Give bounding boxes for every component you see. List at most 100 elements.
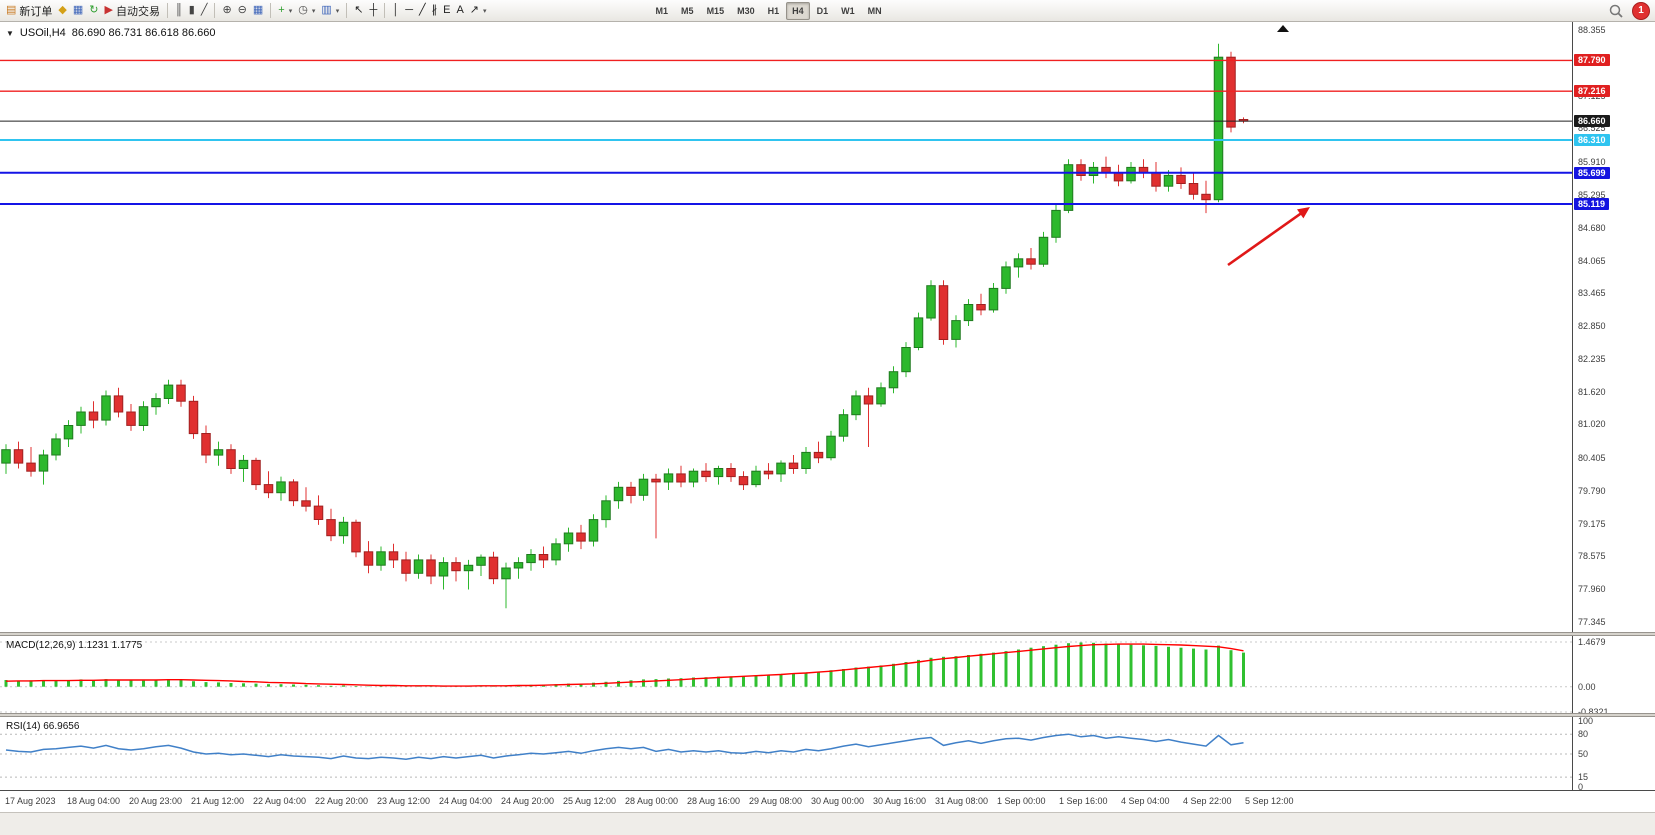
- timeframe-m1[interactable]: M1: [655, 5, 669, 16]
- timeframe-m5[interactable]: M5: [681, 5, 694, 16]
- candles-layer: [1, 43, 1249, 609]
- periods-button[interactable]: ◷ ▾: [295, 2, 318, 20]
- candle-body: [288, 481, 299, 502]
- candle-body: [1113, 172, 1124, 182]
- candle-body: [576, 532, 586, 542]
- candle-body: [313, 505, 324, 521]
- data-window-icon: ▦: [72, 4, 84, 16]
- candle-body: [238, 459, 249, 469]
- price-tick: 81.620: [1578, 387, 1606, 398]
- time-label: 25 Aug 12:00: [563, 796, 617, 806]
- time-label: 28 Aug 16:00: [687, 796, 741, 806]
- timeframe-w1[interactable]: W1: [841, 5, 855, 16]
- zoom-in-button[interactable]: ⊕: [219, 2, 234, 20]
- annotation-arrow-head: [1297, 207, 1310, 219]
- timeframe-h4[interactable]: H4: [786, 1, 810, 20]
- price-tick: 86.525: [1578, 123, 1606, 134]
- timeframe-m15[interactable]: M15: [706, 5, 725, 16]
- annotation-arrow-line[interactable]: [1227, 211, 1304, 267]
- indicators-button[interactable]: + ▾: [275, 2, 295, 20]
- candle-body: [763, 470, 774, 475]
- time-label: 30 Aug 00:00: [811, 796, 865, 806]
- templates-button[interactable]: ▥ ▾: [318, 2, 342, 20]
- candle-body: [1026, 258, 1036, 265]
- text-icon: A: [456, 4, 464, 16]
- fibonacci-button[interactable]: E: [440, 2, 453, 20]
- candle-body: [1213, 56, 1224, 201]
- bar-chart-icon: ║: [174, 4, 183, 16]
- autotrade-button[interactable]: ▶ 自动交易: [102, 2, 163, 20]
- candle-body: [913, 317, 924, 348]
- timeframe-mn[interactable]: MN: [867, 5, 882, 16]
- candle-body: [1088, 166, 1099, 176]
- candle-body: [701, 470, 711, 478]
- candle-body: [201, 433, 211, 456]
- timeframe-d1[interactable]: D1: [816, 5, 829, 16]
- data-window-button[interactable]: ▦: [70, 2, 86, 20]
- price-axis[interactable]: 88.35587.12586.52585.91085.29584.68084.0…: [1572, 22, 1655, 792]
- search-button[interactable]: [1606, 2, 1626, 20]
- horizontal-line-button[interactable]: ─: [402, 2, 416, 20]
- panel-divider-macd[interactable]: [0, 632, 1655, 636]
- time-label: 20 Aug 23:00: [129, 796, 183, 806]
- price-tick: 82.850: [1578, 321, 1606, 331]
- market-watch-button[interactable]: ◆: [55, 2, 69, 20]
- refresh-button[interactable]: ↻: [86, 2, 101, 20]
- new-order-button-label: 新订单: [19, 5, 53, 18]
- candle-body: [938, 285, 949, 341]
- panel-divider-rsi[interactable]: [0, 713, 1655, 717]
- price-badge-86.660: 86.660: [1574, 115, 1610, 128]
- candle-body: [513, 562, 524, 569]
- candle-body: [888, 371, 899, 389]
- time-label: 24 Aug 04:00: [439, 796, 493, 806]
- candle-body: [1013, 258, 1024, 268]
- toolbar-separator: [270, 3, 272, 18]
- price-tick: 82.235: [1578, 354, 1606, 365]
- timeframe-h1[interactable]: H1: [767, 5, 780, 16]
- main-chart[interactable]: [0, 22, 1572, 632]
- new-order-button[interactable]: ▤ 新订单: [3, 2, 55, 20]
- cursor-button[interactable]: ↖: [351, 2, 366, 20]
- candle-body: [13, 449, 24, 464]
- time-label: 21 Aug 12:00: [191, 796, 245, 806]
- candle-body: [663, 473, 674, 483]
- macd-panel[interactable]: [0, 636, 1572, 713]
- candle-body: [651, 478, 661, 483]
- candle-body: [688, 470, 699, 483]
- arrow-tools-button[interactable]: ↗ ▾: [467, 2, 490, 20]
- candle-body: [1151, 172, 1161, 187]
- search-icon: [1609, 4, 1623, 18]
- candlestick-chart-button[interactable]: ▮: [186, 2, 198, 20]
- vertical-line-button[interactable]: │: [389, 2, 402, 20]
- dropdown-caret-icon: ▾: [311, 7, 316, 15]
- candle-body: [451, 562, 461, 572]
- macd-signal-line: [5, 643, 1244, 687]
- timeframe-m30[interactable]: M30: [737, 5, 755, 16]
- line-chart-button[interactable]: ╱: [198, 2, 211, 20]
- channel-button[interactable]: ∦: [429, 2, 441, 20]
- chevron-down-icon[interactable]: ▼: [6, 28, 14, 38]
- notification-badge[interactable]: 1: [1632, 1, 1650, 20]
- candle-body: [813, 451, 824, 459]
- text-button[interactable]: A: [453, 2, 466, 20]
- zoom-out-button[interactable]: ⊖: [235, 2, 250, 20]
- candle-body: [1063, 164, 1074, 211]
- crosshair-button[interactable]: ┼: [367, 2, 381, 20]
- bar-chart-button[interactable]: ║: [172, 2, 186, 20]
- rsi-line: [5, 733, 1244, 761]
- candle-body: [638, 478, 649, 496]
- candle-body: [1176, 174, 1186, 184]
- candle-body: [126, 411, 136, 426]
- candle-body: [1038, 236, 1049, 265]
- candle-body: [1226, 56, 1236, 128]
- time-label: 17 Aug 2023: [5, 796, 56, 806]
- candle-body: [588, 519, 599, 542]
- macd-values: 1.1231 1.1775: [78, 640, 143, 651]
- candle-body: [438, 562, 449, 577]
- rsi-panel[interactable]: [0, 717, 1572, 790]
- time-label: 28 Aug 00:00: [625, 796, 679, 806]
- tile-windows-button[interactable]: ▦: [250, 2, 266, 20]
- chart-shift-marker[interactable]: [1277, 25, 1289, 32]
- trendline-button[interactable]: ╱: [416, 2, 429, 20]
- time-label: 30 Aug 16:00: [873, 796, 927, 806]
